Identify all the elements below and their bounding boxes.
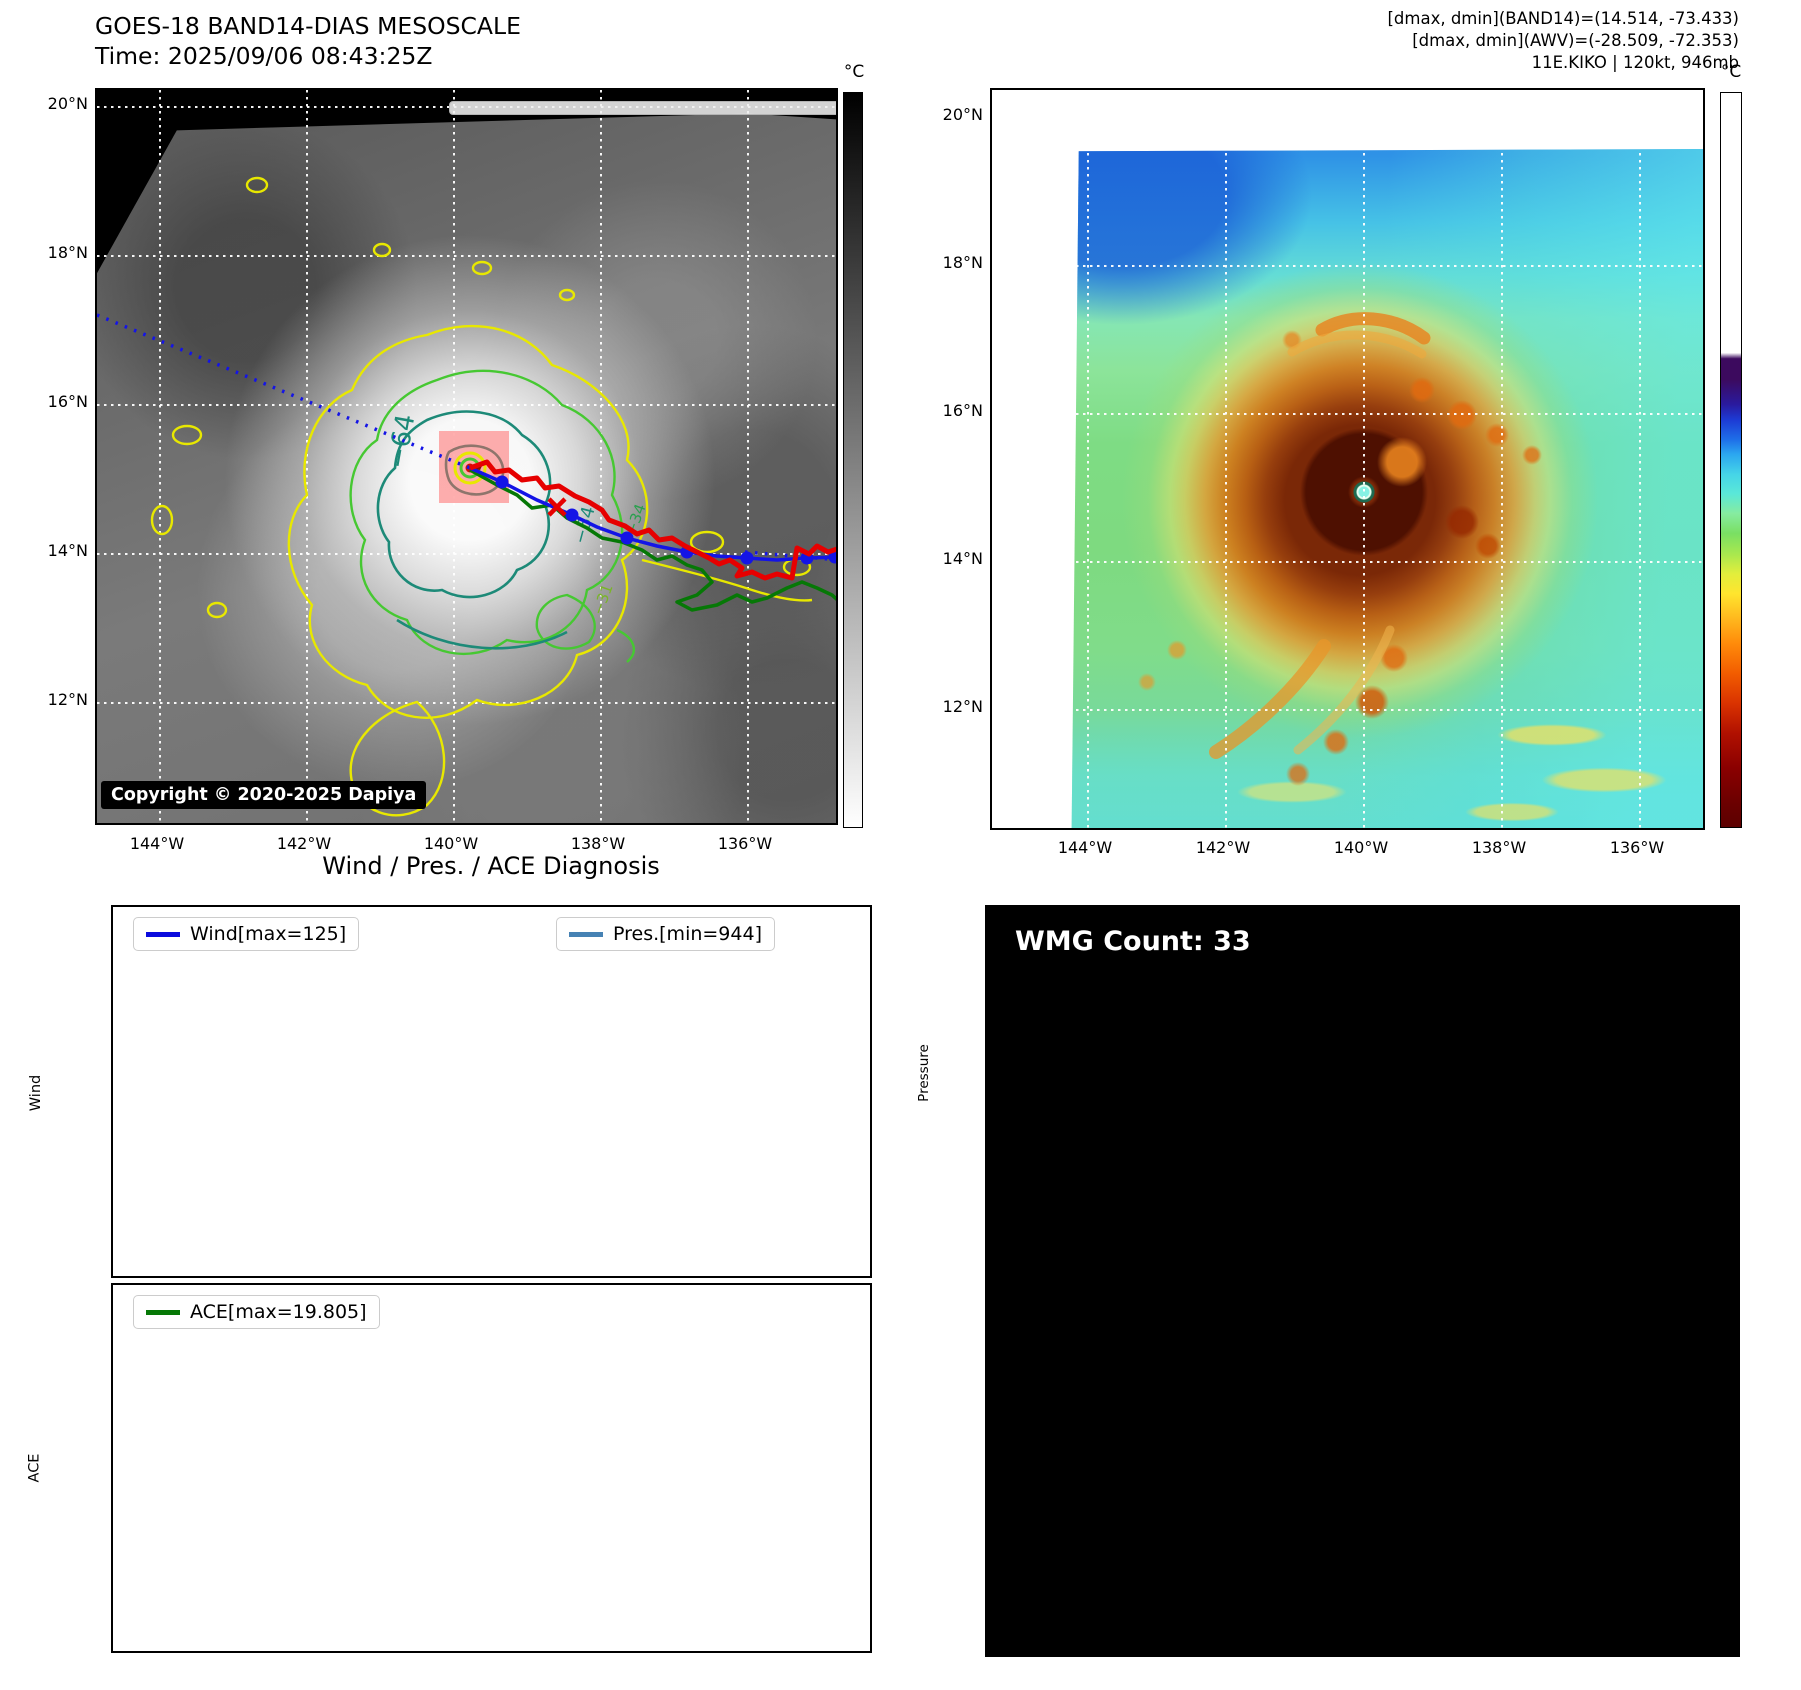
grid-lon-line [600,90,602,823]
band14-map: −64 −54 −34 −31 Copyright © 2020-2025 Da… [95,88,838,825]
pressure-legend: Pres.[min=944] [556,917,775,951]
jtwc-forecast-line [97,313,471,470]
awv-header: [dmax, dmin](BAND14)=(14.514, -73.433) [… [1387,8,1739,74]
jtwc-track [469,466,836,562]
lon-tick-label: 140°W [423,834,479,853]
awv-map [990,88,1705,830]
grid-lat-line [97,255,836,257]
lon-tick-label: 136°W [717,834,773,853]
grid-lon-line [1087,90,1089,828]
ace-axis-label: ACE [26,1453,43,1483]
adt-track [469,468,836,612]
wmg-panel: WMG Count: 33 [985,905,1740,1657]
grid-lat-line [97,553,836,555]
wind-axis-label: Wind [28,1074,45,1112]
ace-legend: ACE[max=19.805] [133,1295,380,1329]
grid-lat-line [992,265,1703,267]
grid-lon-line [1225,90,1227,828]
ace-legend-label: ACE[max=19.805] [190,1301,367,1323]
ace-chart: ACE[max=19.805] [111,1283,872,1653]
lat-tick-label: 12°N [942,697,983,716]
wmg-pixel-image [987,907,1738,1655]
wmg-count-label: WMG Count: 33 [1001,921,1265,962]
band14-time: Time: 2025/09/06 08:43:25Z [95,42,433,70]
contour-green [349,369,636,663]
jtwc-track-markers [495,475,836,565]
grid-lon-line [306,90,308,823]
awv-header-storm-id: 11E.KIKO | 120kt, 946mb [1531,53,1739,72]
pressure-legend-swatch [569,931,603,937]
lat-tick-label: 16°N [942,401,983,420]
band14-overlay: −64 −54 −34 −31 [97,176,836,817]
lat-tick-label: 16°N [47,392,88,411]
awv-spiral-arms [1209,312,1431,759]
lat-tick-label: 14°N [47,541,88,560]
floater-track [469,459,836,581]
lat-tick-label: 20°N [942,105,983,124]
wind-legend-label: Wind[max=125] [190,923,347,945]
lon-tick-label: 142°W [1195,838,1251,857]
lon-tick-label: 138°W [570,834,626,853]
pressure-legend-label: Pres.[min=944] [613,923,762,945]
copyright-badge: Copyright © 2020-2025 Dapiya [101,781,427,809]
mesoscale-target-x [547,497,567,517]
awv-header-dmax-band14: [dmax, dmin](BAND14)=(14.514, -73.433) [1387,9,1739,28]
lon-tick-label: 136°W [1609,838,1665,857]
lon-tick-label: 144°W [129,834,185,853]
band14-colorbar-unit: °C [843,62,865,82]
grid-lon-line [159,90,161,823]
lat-tick-label: 20°N [47,94,88,113]
awv-colorbar-unit: °C [1720,62,1742,82]
lat-tick-label: 18°N [47,243,88,262]
lat-tick-label: 18°N [942,253,983,272]
grid-lon-line [747,90,749,823]
lon-tick-label: 142°W [276,834,332,853]
contour-yellow [150,176,813,817]
awv-colorbar [1720,92,1742,828]
grid-lat-line [992,117,1703,119]
lon-tick-label: 144°W [1057,838,1113,857]
grid-lat-line [992,709,1703,711]
ace-legend-swatch [146,1309,180,1315]
band14-legend [449,101,836,115]
band14-colorbar [843,92,863,828]
grid-lat-line [992,413,1703,415]
lon-tick-label: 140°W [1333,838,1389,857]
lat-tick-label: 12°N [47,690,88,709]
grid-lon-line [1501,90,1503,828]
awv-header-dmax-awv: [dmax, dmin](AWV)=(-28.509, -72.353) [1412,31,1739,50]
lon-tick-label: 138°W [1471,838,1527,857]
awv-storm [1071,149,1703,828]
wind-legend: Wind[max=125] [133,917,360,951]
diagnosis-title: Wind / Pres. / ACE Diagnosis [322,852,660,880]
band14-title: GOES-18 BAND14-DIAS MESOSCALE [95,12,521,40]
wind-legend-swatch [146,931,180,937]
grid-lat-line [992,561,1703,563]
pressure-axis-label: Pressure [915,1044,932,1102]
grid-lon-line [1363,90,1365,828]
lat-tick-label: 14°N [942,549,983,568]
grid-lon-line [1639,90,1641,828]
grid-lat-line [97,702,836,704]
grid-lat-line [97,404,836,406]
wind-pressure-chart: Wind[max=125] Pres.[min=944] [111,905,872,1278]
